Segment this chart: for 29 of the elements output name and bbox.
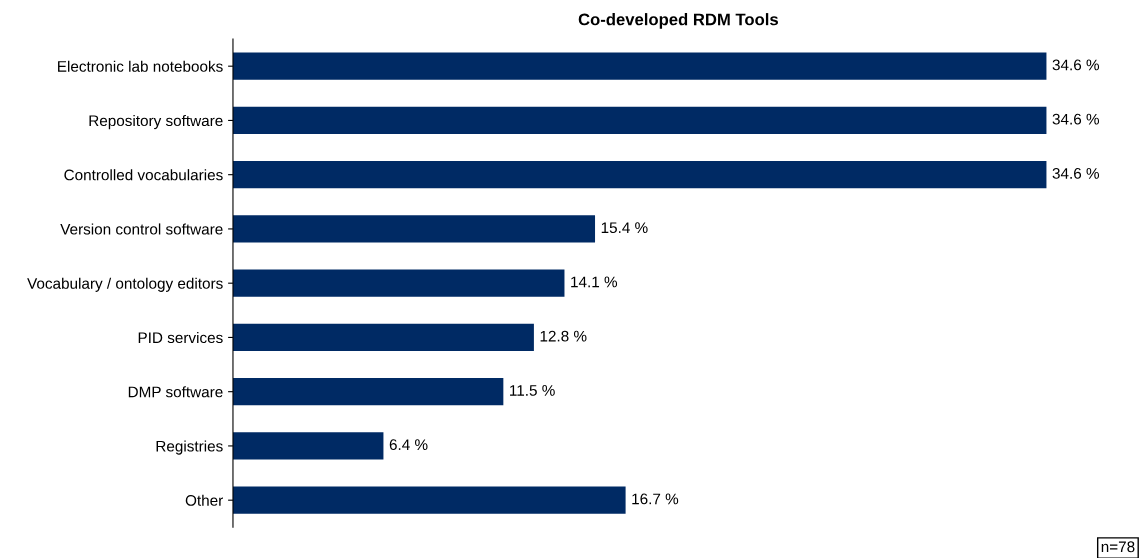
data-label: 12.8 % (540, 330, 587, 342)
data-label: 6.4 % (389, 439, 428, 451)
data-label: 15.4 % (601, 222, 648, 234)
bar (232, 161, 1047, 189)
chart-title: Co-developed RDM Tools (578, 13, 778, 29)
y-tick-label: Controlled vocabularies (64, 169, 223, 181)
y-tick-label: Version control software (60, 223, 223, 235)
data-label: 16.7 % (632, 493, 679, 505)
bar (232, 378, 504, 406)
bar (232, 323, 534, 351)
bar (232, 432, 384, 460)
data-label: 14.1 % (571, 276, 618, 288)
y-tick-label: Repository software (89, 114, 223, 130)
bar (232, 269, 565, 297)
y-tick-label: Other (185, 494, 223, 506)
y-tick-label: Vocabulary / ontology editors (27, 277, 223, 292)
bar (232, 106, 1047, 134)
y-tick-label: DMP software (128, 386, 223, 398)
y-tick-label: Registries (156, 440, 223, 455)
data-label: 34.6 % (1052, 113, 1100, 125)
y-tick-label: PID services (138, 331, 223, 344)
bar (232, 52, 1047, 80)
text: n=78 (1101, 541, 1135, 553)
y-tick-label: Electronic lab notebooks (58, 60, 223, 72)
data-label: 34.6 % (1052, 167, 1100, 179)
bar (232, 486, 626, 514)
bar (232, 215, 596, 243)
data-label: 34.6 % (1052, 59, 1100, 71)
data-label: 11.5 % (510, 385, 555, 396)
